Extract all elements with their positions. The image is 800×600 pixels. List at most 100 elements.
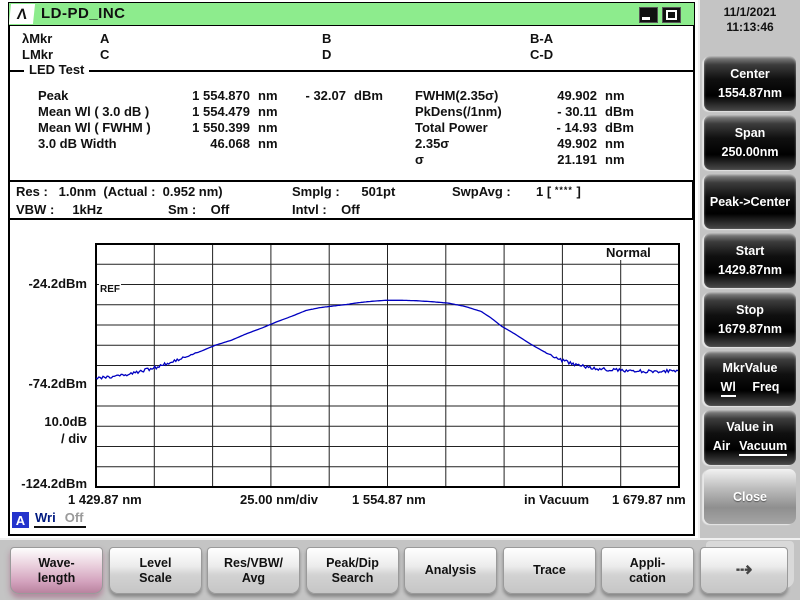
y-axis-ref-level: -24.2dBm bbox=[28, 276, 87, 291]
level-marker-label: LMkr bbox=[22, 47, 54, 62]
window-title: LD-PD_INC bbox=[41, 5, 126, 22]
lambda-marker-label: λMkr bbox=[22, 31, 53, 46]
analysis-row: 3.0 dB Width 46.068 nm bbox=[38, 135, 386, 151]
minimize-icon[interactable] bbox=[639, 7, 658, 23]
function-key-peak-dip-search[interactable]: Peak/Dip Search bbox=[306, 547, 399, 594]
function-key-res-vbw-avg[interactable]: Res/VBW/Avg bbox=[207, 547, 300, 594]
window-buttons bbox=[639, 7, 681, 23]
resolution-setting: Res : 1.0nm (Actual : 0.952 nm) bbox=[16, 184, 223, 199]
softkey-mkr-value[interactable]: MkrValue Wl Freq bbox=[704, 351, 796, 406]
analysis-row: FWHM(2.35σ) 49.902 nm bbox=[415, 87, 637, 103]
function-key-label: Peak/Dip bbox=[326, 555, 379, 570]
y-axis-bottom-level: -124.2dBm bbox=[21, 476, 87, 491]
more-arrow-icon: ⇢ bbox=[735, 559, 753, 581]
function-key-label: Analysis bbox=[424, 563, 477, 577]
analysis-value: 49.902 bbox=[557, 87, 597, 103]
analysis-unit: nm bbox=[605, 87, 625, 103]
softkey-title: MkrValue bbox=[722, 360, 778, 375]
sweep-average-text: SwpAvg : 1 [ bbox=[452, 184, 555, 199]
analysis-row: Peak 1 554.870 nm - 32.07 dBm bbox=[38, 87, 386, 103]
analysis-left: Peak 1 554.870 nm - 32.07 dBm Mean Wl ( 3.0 d… bbox=[38, 87, 386, 151]
analysis-unit: nm bbox=[258, 103, 278, 119]
analysis-unit: nm bbox=[605, 135, 625, 151]
analysis-value: - 14.93 bbox=[556, 119, 597, 135]
marker-d-label: D bbox=[322, 47, 332, 62]
analysis-label: FWHM(2.35σ) bbox=[415, 87, 499, 103]
datetime-display: 11/1/2021 11:13:46 bbox=[700, 5, 800, 35]
function-key-wavelength[interactable]: Wave-length bbox=[10, 547, 103, 594]
function-key-label: Search bbox=[331, 570, 374, 585]
marker-b-label: B bbox=[322, 31, 332, 46]
interval-setting: Intvl : Off bbox=[292, 202, 360, 217]
analysis-row: Mean Wl ( 3.0 dB ) 1 554.479 nm bbox=[38, 103, 386, 119]
smoothing-setting: Sm : Off bbox=[168, 202, 230, 217]
softkey-option-freq[interactable]: Freq bbox=[752, 379, 780, 394]
softkey-option-wl[interactable]: Wl bbox=[720, 380, 736, 397]
analysis-label: Mean Wl ( FWHM ) bbox=[38, 119, 151, 135]
analysis-unit: nm bbox=[258, 87, 278, 103]
function-key-trace[interactable]: Trace bbox=[503, 547, 596, 594]
analysis-label: 2.35σ bbox=[415, 135, 450, 151]
marker-ba-label: B-A bbox=[530, 31, 554, 46]
x-axis-stop-label: 1 679.87 nm bbox=[612, 492, 686, 507]
analysis-label: Total Power bbox=[415, 119, 488, 135]
softkey-options: Air Vacuum bbox=[704, 439, 796, 456]
sweep-average-progress: **** bbox=[554, 185, 573, 195]
marker-a-label: A bbox=[100, 31, 110, 46]
analysis-value: - 30.11 bbox=[557, 103, 597, 119]
softkey-option-air[interactable]: Air bbox=[712, 438, 731, 453]
function-key-label: Scale bbox=[139, 570, 172, 585]
function-key-label: cation bbox=[629, 570, 666, 585]
analysis-value: 1 550.399 bbox=[192, 119, 250, 135]
softkey-line: Span bbox=[734, 126, 766, 140]
analysis-value: 46.068 bbox=[210, 135, 250, 151]
function-key-label: length bbox=[37, 570, 76, 585]
trace-a-badge: A bbox=[12, 512, 29, 528]
function-key-analysis[interactable]: Analysis bbox=[404, 547, 497, 594]
softkey-line: Peak->Center bbox=[709, 194, 791, 209]
analysis-label: Peak bbox=[38, 87, 69, 103]
section-divider bbox=[9, 70, 694, 72]
analysis-right: FWHM(2.35σ) 49.902 nm PkDens(/1nm) - 30.11 dB… bbox=[415, 87, 637, 167]
softkey-options: Wl Freq bbox=[704, 380, 796, 397]
function-key-application[interactable]: Appli-cation bbox=[601, 547, 694, 594]
marker-c-label: C bbox=[100, 47, 110, 62]
softkey-start[interactable]: Start 1429.87nm bbox=[704, 233, 796, 288]
analysis-row: 2.35σ 49.902 nm bbox=[415, 135, 637, 151]
analysis-value: 1 554.479 bbox=[192, 103, 250, 119]
trace-write-label: Wri bbox=[35, 510, 56, 525]
analysis-unit: nm bbox=[258, 135, 278, 151]
x-axis-div-label: 25.00 nm/div bbox=[240, 492, 319, 507]
softkey-span[interactable]: Span 250.00nm bbox=[704, 115, 796, 170]
maximize-icon[interactable] bbox=[662, 7, 681, 23]
softkey-line: Start bbox=[735, 244, 765, 258]
function-key-label: Trace bbox=[533, 563, 566, 577]
softkey-stop[interactable]: Stop 1679.87nm bbox=[704, 292, 796, 347]
analysis-value: 49.902 bbox=[557, 135, 597, 151]
softkey-line: 1429.87nm bbox=[718, 263, 782, 277]
analysis-value: 1 554.870 bbox=[192, 87, 250, 103]
softkey-center[interactable]: Center 1554.87nm bbox=[704, 56, 796, 111]
function-key-label: Appli- bbox=[629, 555, 666, 570]
function-key-label: Level bbox=[139, 555, 172, 570]
display-screen: Λ LD-PD_INC λMkr A B B-A LMkr C D C-D LE… bbox=[0, 0, 698, 538]
trace-status[interactable]: A Wri Off bbox=[12, 510, 86, 528]
function-key-more[interactable]: ⇢ bbox=[700, 547, 788, 594]
x-axis-medium-label: in Vacuum bbox=[524, 492, 590, 507]
x-axis-start-label: 1 429.87 nm bbox=[68, 492, 142, 507]
function-key-level-scale[interactable]: Level Scale bbox=[109, 547, 202, 594]
softkey-close[interactable]: Close bbox=[704, 469, 796, 524]
analysis-row: Mean Wl ( FWHM ) 1 550.399 nm bbox=[38, 119, 386, 135]
function-key-label: Wave- bbox=[38, 555, 75, 570]
analysis-label: 3.0 dB Width bbox=[38, 135, 117, 151]
analysis-row: PkDens(/1nm) - 30.11 dBm bbox=[415, 103, 637, 119]
softkey-peak-to-center[interactable]: Peak->Center bbox=[704, 174, 796, 229]
spectrum-plot bbox=[95, 243, 680, 493]
softkey-value-in[interactable]: Value in Air Vacuum bbox=[704, 410, 796, 465]
softkey-option-vacuum[interactable]: Vacuum bbox=[739, 439, 788, 456]
analysis-label: σ bbox=[415, 151, 424, 167]
y-axis-scale-label: 10.0dB bbox=[44, 414, 87, 429]
trace-off-label: Off bbox=[64, 510, 84, 525]
analysis-extra-unit: dBm bbox=[354, 87, 383, 103]
